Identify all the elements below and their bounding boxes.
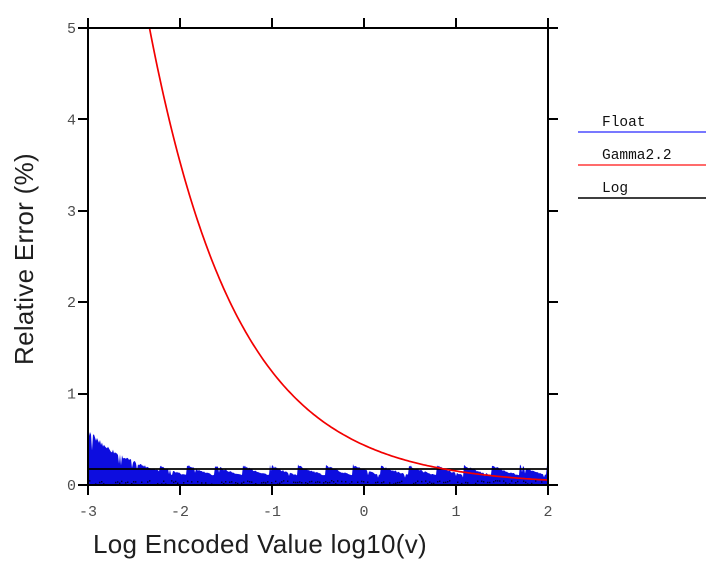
legend-label-log: Log: [602, 181, 629, 197]
legend-label-gamma22: Gamma2.2: [602, 148, 672, 164]
legend-label-float: Float: [602, 115, 646, 131]
legend-line-float-swatch: [578, 131, 706, 133]
tick-label: 2: [543, 504, 552, 521]
tick-label: 1: [67, 387, 76, 404]
tick-label: 2: [67, 295, 76, 312]
tick-label: 1: [451, 504, 460, 521]
legend: Float Gamma2.2 Log: [578, 116, 706, 215]
y-axis-title: Relative Error (%): [9, 153, 39, 365]
tick-label: -2: [171, 504, 189, 521]
legend-line-gamma22-swatch: [578, 164, 706, 166]
tick-label: -1: [263, 504, 281, 521]
legend-entry-gamma22: Gamma2.2: [578, 149, 706, 166]
tick-label: 0: [67, 478, 76, 495]
tick-label: 3: [67, 204, 76, 221]
x-axis-title: Log Encoded Value log10(v): [93, 529, 427, 559]
legend-entry-log: Log: [578, 182, 706, 199]
legend-line-log-swatch: [578, 197, 706, 199]
tick-label: 4: [67, 112, 76, 129]
legend-entry-float: Float: [578, 116, 706, 133]
tick-label: 5: [67, 21, 76, 38]
tick-label: -3: [79, 504, 97, 521]
tick-label: 0: [359, 504, 368, 521]
